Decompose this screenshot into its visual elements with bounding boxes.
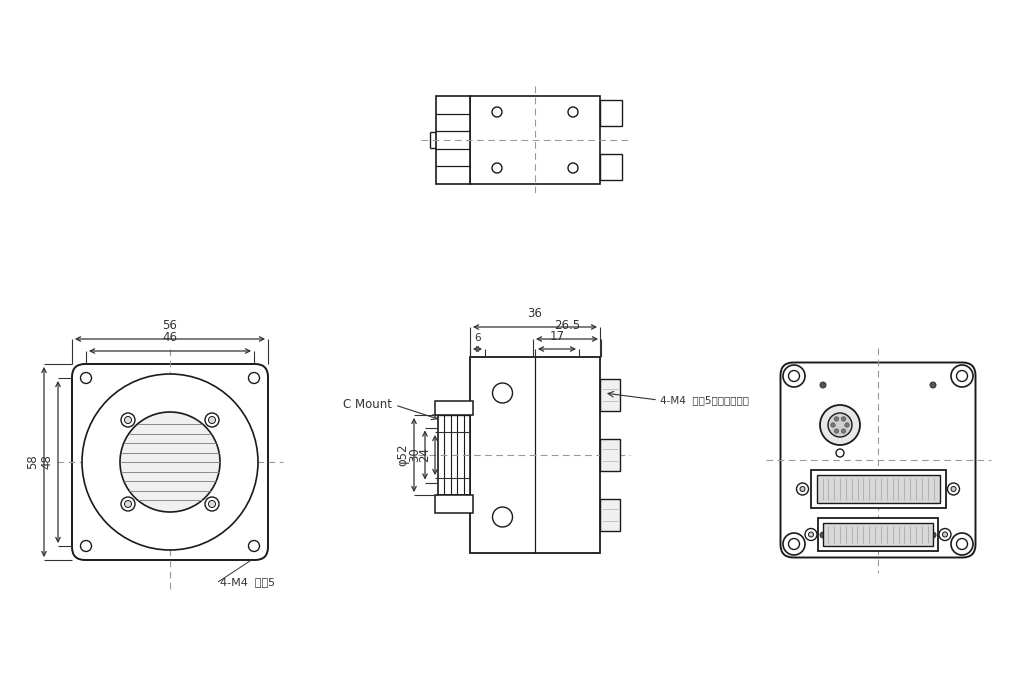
Circle shape: [828, 413, 852, 437]
Text: C Mount: C Mount: [343, 398, 392, 412]
Circle shape: [809, 532, 814, 537]
Text: 30: 30: [408, 447, 421, 463]
Circle shape: [939, 528, 951, 540]
Text: 4-M4  深サ5（４面共通）: 4-M4 深サ5（４面共通）: [660, 395, 749, 405]
Circle shape: [834, 416, 838, 421]
Circle shape: [121, 412, 220, 512]
Bar: [600, 439, 620, 471]
Circle shape: [208, 416, 215, 424]
Bar: [600, 100, 622, 126]
Text: 56: 56: [163, 319, 177, 332]
Circle shape: [121, 497, 135, 511]
Circle shape: [930, 382, 936, 388]
Bar: [818, 518, 938, 551]
Circle shape: [789, 538, 799, 550]
Circle shape: [800, 486, 805, 491]
Text: 46: 46: [163, 331, 177, 344]
Circle shape: [783, 365, 805, 387]
Bar: [600, 499, 620, 531]
Circle shape: [125, 500, 132, 508]
Circle shape: [789, 370, 799, 382]
Bar: [435, 401, 473, 415]
Circle shape: [820, 382, 826, 388]
Bar: [817, 475, 939, 503]
Text: φ52: φ52: [396, 444, 409, 466]
Bar: [823, 523, 933, 546]
Bar: [600, 154, 622, 180]
Bar: [811, 470, 946, 508]
Bar: [435, 495, 473, 513]
Circle shape: [248, 540, 260, 552]
FancyBboxPatch shape: [781, 363, 975, 557]
Text: 26.5: 26.5: [554, 319, 580, 332]
Bar: [470, 357, 600, 553]
Circle shape: [568, 107, 578, 117]
Circle shape: [842, 429, 846, 433]
Circle shape: [783, 533, 805, 555]
Circle shape: [957, 538, 967, 550]
Circle shape: [957, 370, 967, 382]
Circle shape: [205, 413, 219, 427]
Circle shape: [492, 163, 502, 173]
Bar: [470, 96, 600, 184]
Text: 58: 58: [26, 454, 39, 470]
Circle shape: [568, 163, 578, 173]
Circle shape: [805, 528, 817, 540]
Circle shape: [205, 497, 219, 511]
Circle shape: [492, 507, 513, 527]
Circle shape: [842, 416, 846, 421]
Circle shape: [121, 413, 135, 427]
Circle shape: [820, 405, 860, 445]
Circle shape: [951, 486, 956, 491]
Circle shape: [125, 416, 132, 424]
Text: 24: 24: [418, 447, 431, 463]
Circle shape: [951, 533, 973, 555]
Circle shape: [942, 532, 948, 537]
Bar: [436, 96, 470, 184]
Circle shape: [930, 532, 936, 538]
Circle shape: [80, 540, 92, 552]
Circle shape: [82, 374, 258, 550]
Text: 36: 36: [527, 307, 543, 320]
FancyBboxPatch shape: [72, 364, 268, 560]
Circle shape: [80, 372, 92, 384]
Circle shape: [948, 483, 960, 495]
Bar: [438, 415, 470, 495]
Text: 17: 17: [549, 330, 564, 343]
Circle shape: [796, 483, 809, 495]
Circle shape: [492, 383, 513, 403]
Circle shape: [208, 500, 215, 508]
Circle shape: [831, 423, 835, 427]
Text: 6: 6: [474, 333, 481, 343]
Circle shape: [845, 423, 849, 427]
Text: 48: 48: [40, 454, 53, 470]
Circle shape: [820, 532, 826, 538]
Text: 4-M4  深サ5: 4-M4 深サ5: [220, 577, 275, 587]
Circle shape: [836, 449, 844, 457]
Circle shape: [834, 429, 838, 433]
Bar: [600, 379, 620, 411]
Circle shape: [248, 372, 260, 384]
Circle shape: [492, 107, 502, 117]
Circle shape: [951, 365, 973, 387]
